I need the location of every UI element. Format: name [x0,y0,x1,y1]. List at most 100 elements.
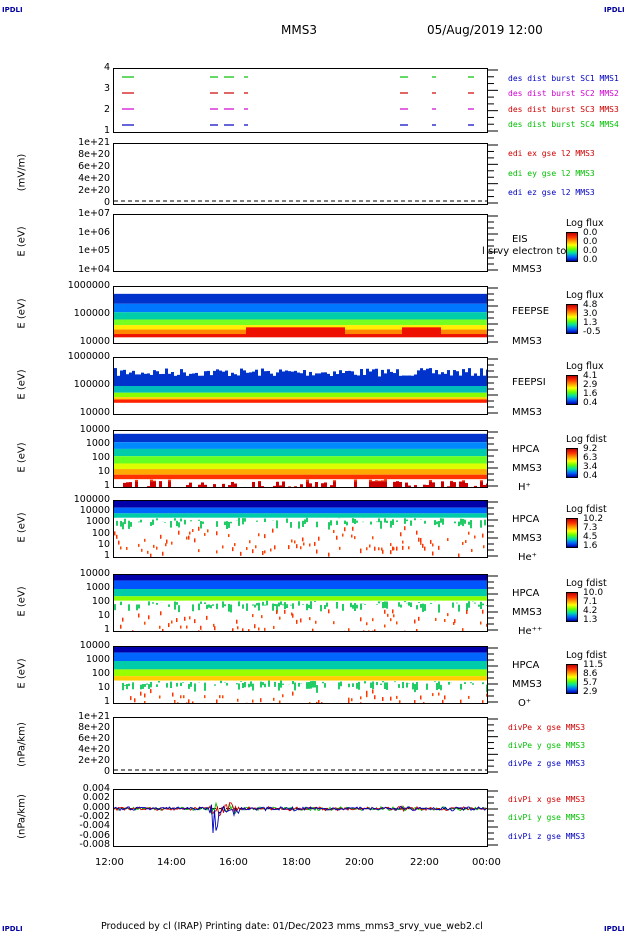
heatmap-cell [256,603,258,606]
panel-side-label: H⁺ [518,482,531,493]
y-axis-feeps_i: 1000000 100000 10000 [40,351,110,418]
heatmap-cell [339,479,342,487]
heatmap-cell [284,602,286,609]
heatmap-cell [444,600,447,607]
heatmap-cell [180,680,183,695]
y-tick-label: 100000 [73,308,110,319]
heatmap-cell [288,366,291,372]
heatmap-cell [192,680,195,684]
heatmap-cell [297,365,300,373]
heatmap-cell [430,539,432,544]
heatmap-cell [189,680,192,682]
heatmap-cell [308,604,310,609]
heatmap-cell [135,363,138,375]
heatmap-cell [309,617,311,621]
heatmap-cell [255,545,257,549]
y-tick-label: 0 [103,197,110,208]
heatmap-cell [216,603,218,610]
heatmap-cell [378,601,380,604]
y-tick-label: 1e+04 [78,264,110,275]
heatmap-cell [255,366,258,370]
heatmap-cell [384,364,387,374]
heatmap-cell [249,517,252,520]
heatmap-cell [417,600,420,614]
plot-area [114,358,487,414]
heatmap-cell [387,367,390,370]
heatmap-cell [345,366,348,372]
heatmap-cell [261,517,264,528]
heatmap-cell [434,681,436,683]
heatmap-cell [262,682,264,686]
heatmap-cell [316,521,318,528]
heatmap-cell [348,683,350,688]
heatmap-cell [456,600,459,604]
heatmap-cell [123,600,126,614]
heatmap-cell [357,600,360,614]
heatmap-cell [128,683,130,687]
empty-region [114,287,487,294]
heatmap-cell [270,600,273,613]
heatmap-cell [216,479,219,487]
heatmap-cell [363,517,366,528]
plot-area [114,501,487,557]
heatmap-cell [453,517,456,530]
heatmap-cell [376,603,378,605]
heatmap-cell [162,551,164,556]
heatmap-cell [252,327,255,337]
heatmap-cell [471,517,474,527]
heatmap-cell [339,327,342,337]
heatmap-cell [470,520,472,529]
heatmap-cell [418,602,420,603]
heatmap-cell [402,479,405,487]
heatmap-cell [136,604,138,611]
heatmap-cell [273,479,276,486]
panel-divpi [113,789,488,847]
heatmap-cell [231,517,234,526]
heatmap-cell [386,601,388,609]
heatmap-cell [360,680,363,686]
heatmap-cell [327,600,330,608]
heatmap-cell [396,600,399,611]
colorbar [566,232,578,262]
heatmap-cell [274,603,276,607]
y-axis-edp: 1e+21 8e+20 6e+20 4e+20 2e+20 0 [40,137,110,208]
heatmap-cell [207,517,210,520]
heatmap-cell [252,549,254,554]
heatmap-cell [472,683,474,685]
heatmap-cell [324,605,326,610]
heatmap-cell [381,547,383,551]
heatmap-cell [309,327,312,337]
heatmap-cell [189,364,192,374]
heatmap-cell [262,551,264,556]
heatmap-cell [328,609,330,614]
heatmap-cell [120,601,122,606]
heatmap-cell [396,367,399,370]
heatmap-cell [222,695,224,699]
heatmap-cell [243,517,246,528]
heatmap-cell [374,546,376,551]
heatmap-cell [321,600,324,602]
heatmap-cell [348,479,351,487]
heatmap-cell [156,365,159,372]
heatmap-cell [252,365,255,372]
heatmap-cell [423,702,425,703]
heatmap-cell [284,609,286,614]
heatmap-cell [264,479,267,487]
heatmap-cell [477,680,480,690]
heatmap-band [114,456,487,464]
heatmap-cell [416,682,418,690]
heatmap-cell [372,479,375,482]
heatmap-cell [399,479,402,482]
heatmap-cell [356,682,358,689]
heatmap-cell [153,479,156,481]
heatmap-cell [153,544,155,548]
heatmap-cell [393,547,395,551]
heatmap-cell [308,682,310,689]
heatmap-cell [168,623,170,628]
legend-entry: des dist burst SC3 MMS3 [508,104,619,114]
heatmap-cell [309,365,312,372]
heatmap-cell [176,618,178,623]
heatmap-cell [296,544,298,549]
heatmap-cell [414,700,416,703]
heatmap-cell [378,362,381,377]
